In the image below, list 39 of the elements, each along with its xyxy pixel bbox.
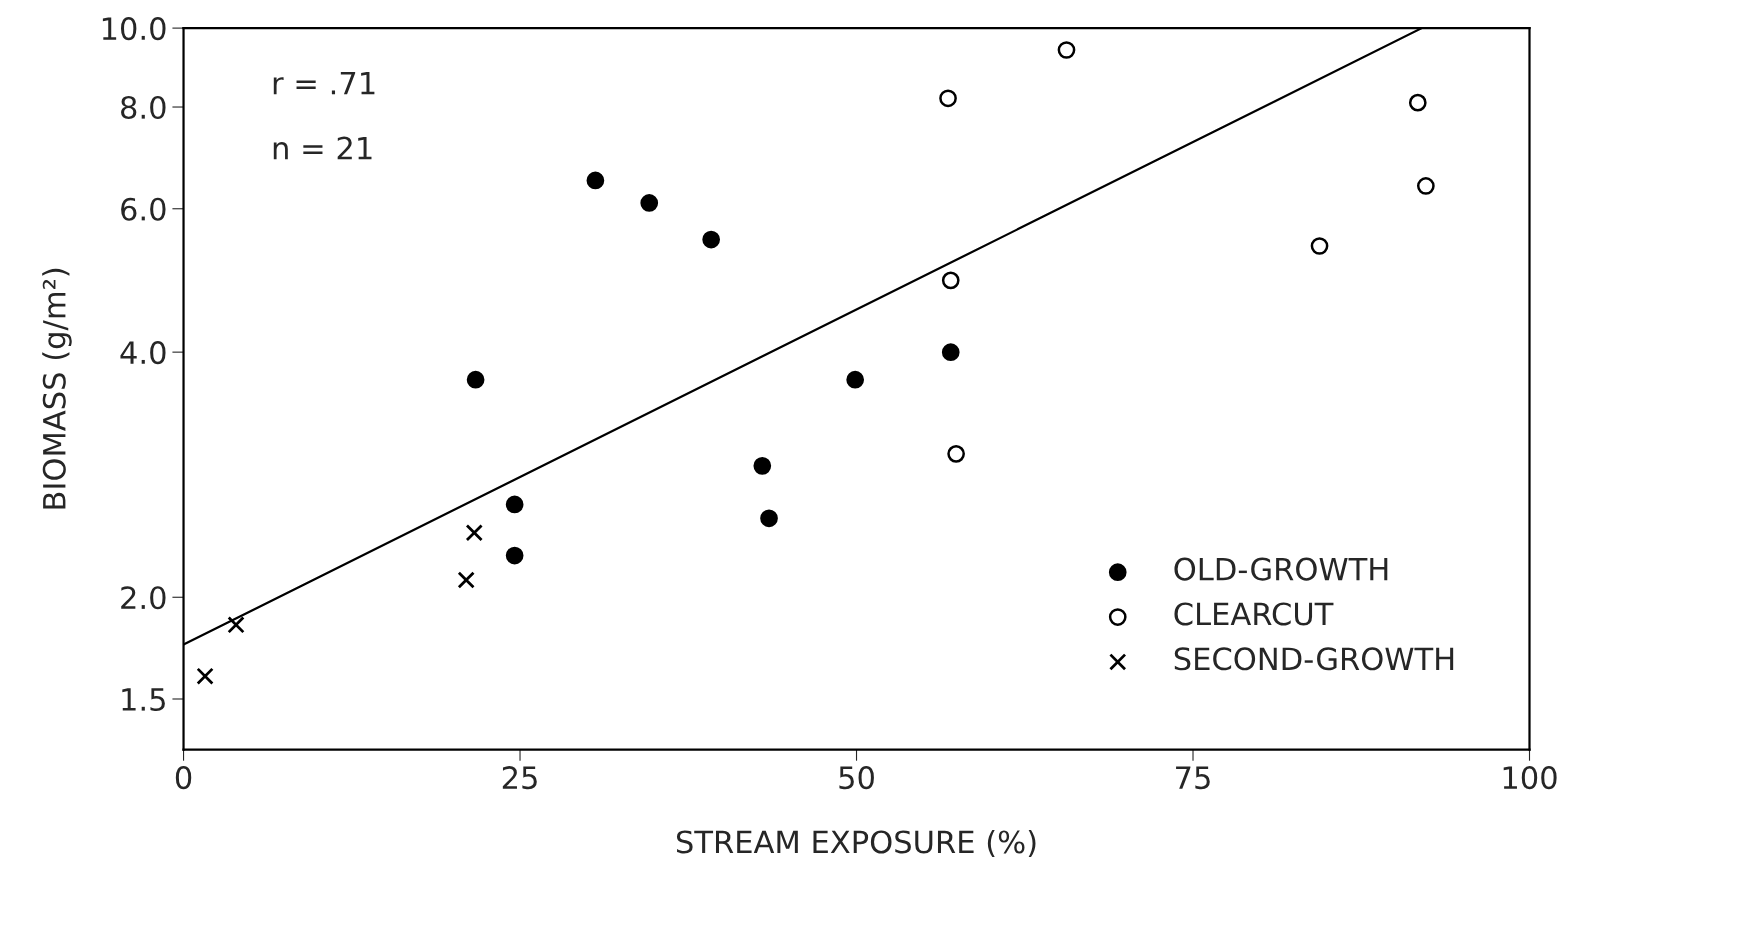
x-tick-label: 50 (839, 766, 874, 790)
point (1417, 177, 1435, 195)
annotation: r = .71 (273, 71, 375, 95)
y-tick-label: 4.0 (120, 341, 166, 365)
point (465, 524, 483, 542)
point (457, 571, 475, 589)
legend-label: OLD-GROWTH (1174, 557, 1388, 581)
point (702, 230, 721, 249)
x-tick-label: 25 (502, 766, 537, 790)
y-tick-label: 1.5 (122, 688, 165, 712)
legend-label: SECOND-GROWTH (1174, 647, 1454, 671)
point (753, 457, 772, 475)
point (505, 495, 524, 514)
point (1057, 41, 1076, 59)
point (505, 546, 524, 565)
point (586, 171, 605, 190)
annotation: n = 21 (273, 136, 372, 160)
point (947, 445, 965, 463)
y-tick-label: 6.0 (121, 197, 166, 221)
x-axis-title: STREAM EXPOSURE (%) (676, 829, 1036, 858)
y-tick-label: 2.0 (121, 586, 166, 610)
point (941, 271, 960, 290)
legend-label: CLEARCUT (1174, 602, 1334, 626)
point (466, 370, 485, 389)
y-tick-label: 8.0 (121, 95, 166, 120)
y-tick-label: 10.0 (102, 17, 166, 41)
point (640, 194, 659, 212)
x-tick-label: 0 (175, 766, 192, 790)
point (939, 89, 957, 108)
point (846, 370, 865, 389)
x-tick-label: 100 (1503, 766, 1557, 790)
y-axis-title: BIOMASS (g/m²) (42, 268, 72, 509)
point (196, 667, 214, 685)
point (1310, 237, 1329, 255)
x-tick-label: 75 (1176, 766, 1210, 790)
point (1408, 93, 1427, 112)
point (760, 509, 778, 528)
point (941, 343, 960, 361)
point (227, 616, 245, 634)
